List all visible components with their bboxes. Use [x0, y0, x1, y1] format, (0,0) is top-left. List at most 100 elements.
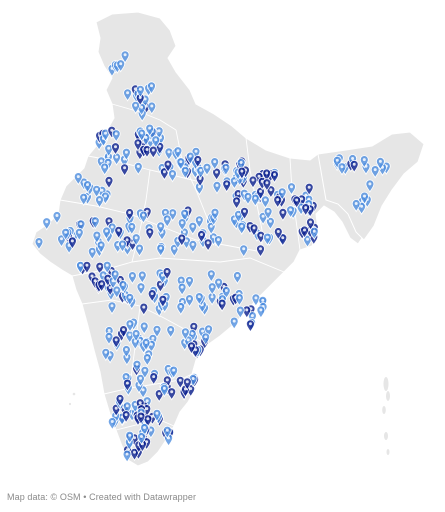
map-pin-icon[interactable]: [137, 270, 147, 284]
map-pin-icon[interactable]: [87, 246, 97, 261]
map-pin-icon[interactable]: [273, 227, 283, 241]
map-pin-icon[interactable]: [147, 101, 157, 115]
map-pin-icon[interactable]: [207, 282, 217, 296]
map-pin-icon[interactable]: [300, 225, 309, 239]
map-pin-icon[interactable]: [169, 244, 179, 258]
map-pin-icon[interactable]: [140, 365, 150, 380]
map-pin-icon[interactable]: [143, 414, 153, 428]
map-pin-icon[interactable]: [263, 206, 273, 221]
map-pin-icon[interactable]: [237, 221, 247, 236]
map-pin-icon[interactable]: [349, 159, 359, 174]
map-pin-icon[interactable]: [248, 175, 258, 189]
map-pin-icon[interactable]: [194, 292, 204, 306]
map-pin-icon[interactable]: [273, 195, 283, 209]
map-pin-icon[interactable]: [104, 176, 114, 190]
map-pin-icon[interactable]: [197, 230, 206, 244]
map-pin-icon[interactable]: [74, 227, 84, 242]
map-pin-icon[interactable]: [123, 88, 132, 102]
map-pin-icon[interactable]: [90, 216, 100, 230]
map-pin-icon[interactable]: [262, 178, 272, 192]
map-pin-icon[interactable]: [286, 205, 296, 219]
map-pin-icon[interactable]: [111, 129, 121, 143]
map-pin-icon[interactable]: [57, 234, 66, 248]
map-pin-icon[interactable]: [118, 280, 128, 294]
map-pin-icon[interactable]: [203, 238, 213, 252]
map-pin-icon[interactable]: [152, 324, 162, 339]
map-pin-icon[interactable]: [162, 425, 172, 440]
map-pin-icon[interactable]: [237, 166, 247, 180]
map-pin-icon[interactable]: [256, 305, 266, 319]
map-pin-icon[interactable]: [262, 232, 272, 246]
map-pin-icon[interactable]: [360, 191, 369, 205]
map-pin-icon[interactable]: [180, 166, 190, 180]
map-pin-icon[interactable]: [151, 135, 161, 149]
map-pin-icon[interactable]: [287, 182, 296, 196]
map-pin-icon[interactable]: [206, 221, 216, 236]
map-pin-icon[interactable]: [159, 384, 169, 398]
map-pin-icon[interactable]: [188, 221, 198, 236]
map-pin-icon[interactable]: [136, 373, 145, 388]
map-pin-icon[interactable]: [42, 217, 52, 231]
map-pin-icon[interactable]: [370, 165, 380, 179]
map-pin-icon[interactable]: [260, 195, 270, 209]
map-pin-icon[interactable]: [206, 269, 216, 283]
map-pin-icon[interactable]: [162, 214, 172, 228]
map-pin-icon[interactable]: [168, 169, 177, 183]
map-pin-icon[interactable]: [138, 210, 148, 224]
map-pin-icon[interactable]: [131, 100, 141, 115]
map-pin-icon[interactable]: [210, 207, 220, 222]
map-pin-icon[interactable]: [140, 423, 149, 437]
map-pin-icon[interactable]: [146, 339, 156, 354]
map-pin-icon[interactable]: [135, 243, 144, 257]
map-pin-icon[interactable]: [256, 244, 265, 258]
map-pin-icon[interactable]: [278, 208, 288, 222]
map-pin-icon[interactable]: [156, 221, 166, 235]
map-pin-icon[interactable]: [177, 218, 187, 232]
map-pin-icon[interactable]: [104, 143, 114, 158]
map-pin-icon[interactable]: [213, 235, 223, 249]
map-pin-icon[interactable]: [111, 335, 121, 349]
map-pin-icon[interactable]: [116, 59, 126, 73]
map-pin-icon[interactable]: [139, 302, 149, 316]
map-pin-icon[interactable]: [137, 128, 147, 142]
map-pin-icon[interactable]: [130, 447, 139, 462]
map-pin-icon[interactable]: [131, 233, 141, 247]
map-pin-icon[interactable]: [185, 294, 194, 308]
map-pin-icon[interactable]: [92, 230, 102, 244]
map-pin-icon[interactable]: [235, 305, 245, 319]
map-pin-icon[interactable]: [121, 410, 131, 424]
map-pin-icon[interactable]: [107, 301, 117, 315]
map-pin-icon[interactable]: [101, 347, 111, 362]
map-pin-icon[interactable]: [95, 195, 104, 209]
map-pin-icon[interactable]: [142, 145, 152, 159]
map-pin-icon[interactable]: [125, 208, 135, 222]
map-pin-icon[interactable]: [159, 167, 169, 181]
map-pin-icon[interactable]: [147, 289, 157, 303]
map-pin-icon[interactable]: [133, 162, 143, 176]
map-pin-icon[interactable]: [245, 319, 255, 333]
map-pin-icon[interactable]: [122, 147, 131, 162]
map-pin-icon[interactable]: [102, 226, 111, 240]
map-pin-icon[interactable]: [309, 226, 319, 241]
map-pin-icon[interactable]: [221, 162, 231, 177]
map-pin-icon[interactable]: [61, 227, 71, 242]
map-pin-icon[interactable]: [68, 236, 77, 250]
map-pin-icon[interactable]: [292, 195, 302, 209]
map-pin-icon[interactable]: [97, 279, 106, 293]
map-pin-icon[interactable]: [212, 167, 222, 181]
map-pin-icon[interactable]: [131, 329, 141, 343]
map-pin-icon[interactable]: [249, 223, 259, 237]
map-pin-icon[interactable]: [180, 327, 190, 341]
map-pin-icon[interactable]: [210, 157, 220, 171]
map-pin-icon[interactable]: [337, 162, 347, 176]
map-pin-icon[interactable]: [242, 305, 252, 319]
map-pin-icon[interactable]: [114, 225, 124, 240]
map-pin-icon[interactable]: [185, 275, 194, 290]
map-pin-icon[interactable]: [101, 128, 110, 142]
map-pin-icon[interactable]: [52, 211, 62, 225]
map-pin-icon[interactable]: [136, 282, 146, 296]
map-pin-icon[interactable]: [122, 449, 132, 463]
map-pin-icon[interactable]: [125, 430, 135, 445]
map-pin-icon[interactable]: [127, 222, 137, 236]
map-pin-icon[interactable]: [156, 243, 166, 257]
